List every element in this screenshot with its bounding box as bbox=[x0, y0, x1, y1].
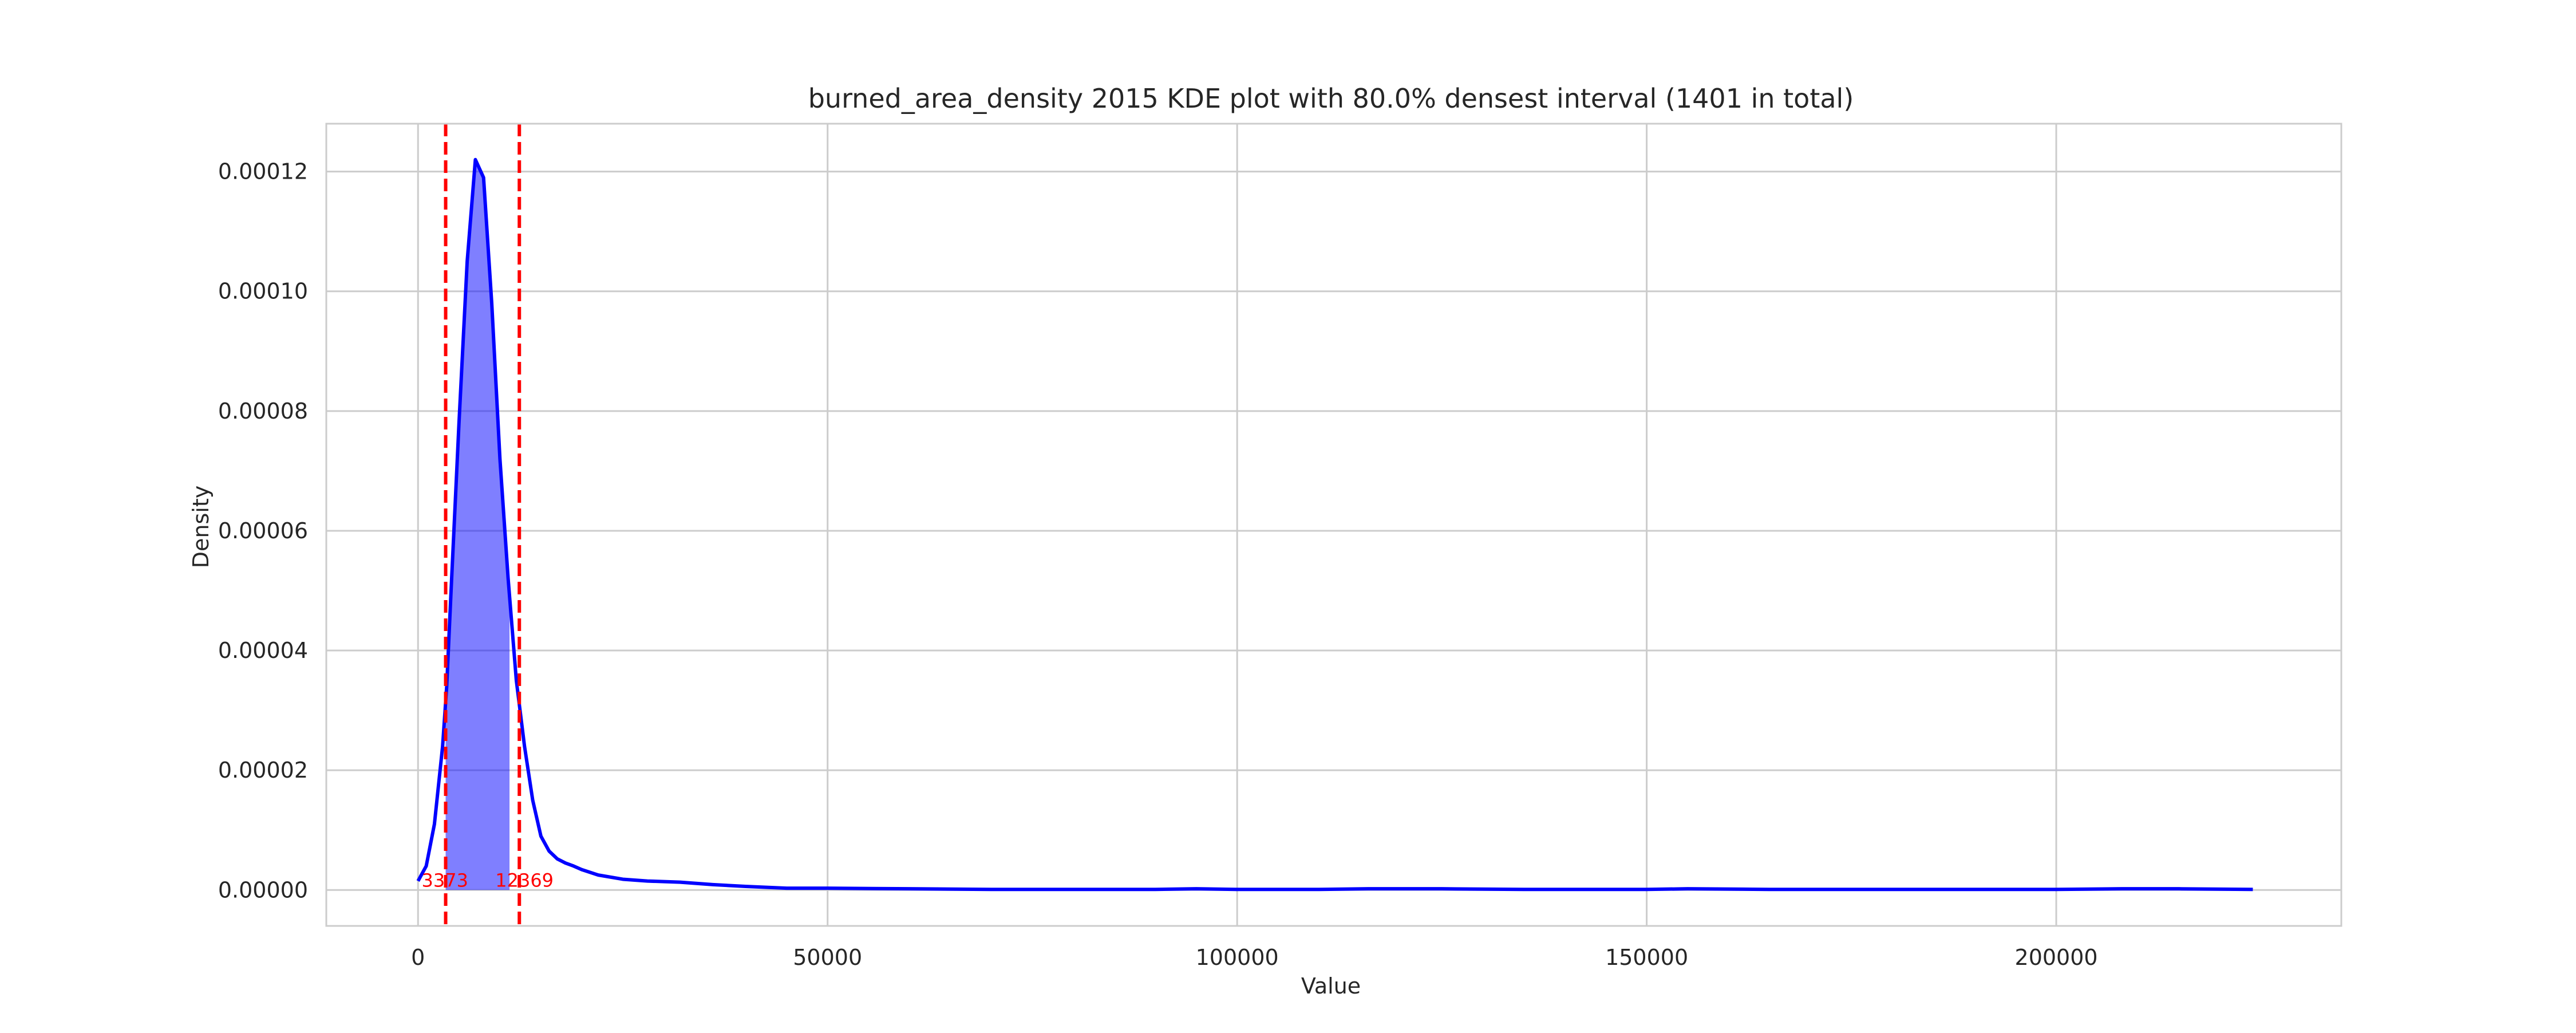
y-tick-label: 0.00006 bbox=[218, 518, 308, 543]
interval-low-label: 3373 bbox=[422, 869, 468, 891]
y-tick-label: 0.00012 bbox=[218, 159, 308, 184]
x-tick-label: 200000 bbox=[2015, 945, 2098, 970]
interval-lines-layer bbox=[444, 124, 521, 926]
y-tick-labels: 0.00000 0.00002 0.00004 0.00006 0.00008 0.000… bbox=[218, 159, 308, 903]
y-axis-label: Density bbox=[188, 486, 214, 568]
interval-value-labels: 3373 12369 bbox=[422, 869, 554, 891]
x-tick-labels: 0 50000 100000 150000 200000 bbox=[411, 945, 2097, 970]
chart-title: burned_area_density 2015 KDE plot with 8… bbox=[808, 83, 1854, 114]
y-tick-label: 0.00002 bbox=[218, 758, 308, 783]
interval-high-label: 12369 bbox=[495, 869, 554, 891]
kde-curve bbox=[416, 157, 2253, 892]
plot-frame bbox=[325, 123, 2342, 927]
x-axis-label: Value bbox=[1301, 973, 1361, 999]
y-tick-label: 0.00008 bbox=[218, 399, 308, 424]
x-tick-label: 150000 bbox=[1605, 945, 1688, 970]
x-tick-label: 100000 bbox=[1196, 945, 1279, 970]
x-tick-label: 50000 bbox=[793, 945, 862, 970]
y-tick-label: 0.00010 bbox=[218, 279, 308, 304]
y-tick-label: 0.00004 bbox=[218, 638, 308, 663]
y-tick-label: 0.00000 bbox=[218, 877, 308, 902]
x-tick-label: 0 bbox=[411, 945, 425, 970]
kde-line-layer bbox=[416, 157, 2253, 892]
